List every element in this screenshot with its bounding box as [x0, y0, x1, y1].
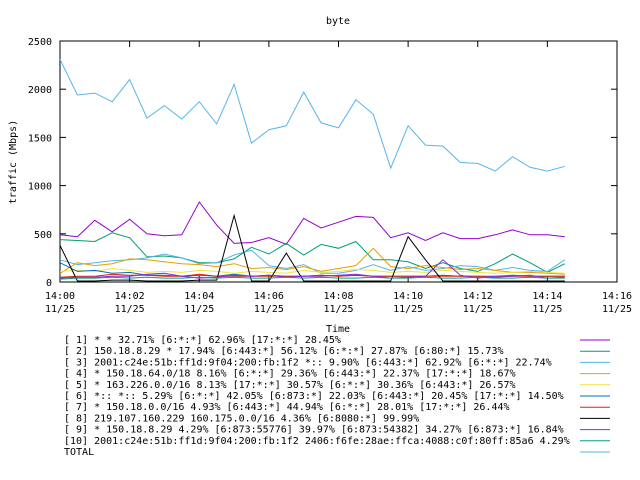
chart-title: byte [326, 16, 350, 27]
legend-entry-label: [ 4] * 150.18.64.0/18 8.16% [6:*:*] 29.3… [64, 369, 516, 380]
y-tick-label: 2000 [28, 85, 52, 96]
plot-area [59, 40, 618, 283]
legend-entry-label: [ 3] 2001:c24e:51b:ff1d:9f04:200:fb:1f2 … [64, 357, 552, 368]
series-line-4 [59, 247, 565, 275]
y-tick-label: 500 [34, 230, 52, 241]
y-axis-ticks: 0 500 1000 1500 2000 2500 [28, 37, 617, 289]
x-axis-label: Time [326, 324, 350, 335]
x-tick-label-date: 11/25 [393, 304, 423, 315]
x-tick-label-time: 14:06 [254, 291, 284, 302]
legend-entry-label: [ 7] * 150.18.0.0/16 4.93% [6:443:*] 44.… [64, 402, 510, 413]
x-tick-label-date: 11/25 [532, 304, 562, 315]
legend-entry-label: [ 2] 150.18.8.29 * 17.94% [6:443:*] 56.1… [64, 346, 504, 357]
x-tick-label-time: 14:12 [463, 291, 493, 302]
series-line-11 [59, 59, 565, 172]
x-tick-label-date: 11/25 [323, 304, 353, 315]
legend-entry-label: [ 6] *:: *:: 5.29% [6:*:*] 42.05% [6:873… [64, 391, 564, 402]
series-line-2 [59, 232, 566, 273]
legend-entry-label: [ 8] 219.107.160.229 160.175.0.0/16 4.36… [64, 413, 419, 424]
x-tick-label-time: 14:00 [45, 291, 75, 302]
x-tick-label-time: 14:16 [602, 291, 632, 302]
legend-entry-label: [ 9] * 150.18.8.29 4.29% [6:873:55776] 3… [64, 425, 564, 436]
x-tick-label-date: 11/25 [602, 304, 632, 315]
x-tick-label-time: 14:04 [184, 291, 214, 302]
legend-entry-label: TOTAL [64, 447, 94, 458]
x-tick-label-time: 14:08 [323, 291, 353, 302]
y-tick-label: 0 [46, 278, 52, 289]
y-tick-label: 2500 [28, 37, 52, 48]
y-tick-label: 1000 [28, 182, 52, 193]
x-tick-label-time: 14:10 [393, 291, 423, 302]
legend: [ 1] * * 32.71% [6:*:*] 62.96% [17:*:*] … [64, 335, 610, 458]
x-tick-label-date: 11/25 [45, 304, 75, 315]
x-tick-label-date: 11/25 [254, 304, 284, 315]
series-line-10 [59, 276, 565, 280]
series-line-8 [59, 213, 565, 282]
legend-entry-label: [10] 2001:c24e:51b:ff1d:9f04:200:fb:1f2 … [64, 436, 570, 447]
legend-entry-label: [ 5] * 163.226.0.0/16 8.13% [17:*:*] 30.… [64, 380, 516, 391]
y-axis-label: traffic (Mbps) [8, 120, 19, 204]
x-tick-label-date: 11/25 [184, 304, 214, 315]
series-line-5 [59, 267, 565, 274]
x-axis-ticks: 14:00 11/25 14:02 11/25 14:04 11/25 14:06 11/25… [45, 41, 632, 315]
y-tick-label: 1500 [28, 133, 52, 144]
series-lines [59, 59, 566, 282]
legend-entry-label: [ 1] * * 32.71% [6:*:*] 62.96% [17:*:*] … [64, 335, 341, 346]
x-tick-label-time: 14:02 [115, 291, 145, 302]
x-tick-label-date: 11/25 [463, 304, 493, 315]
x-tick-label-date: 11/25 [115, 304, 145, 315]
x-tick-label-time: 14:14 [532, 291, 562, 302]
series-line-1 [59, 201, 565, 246]
